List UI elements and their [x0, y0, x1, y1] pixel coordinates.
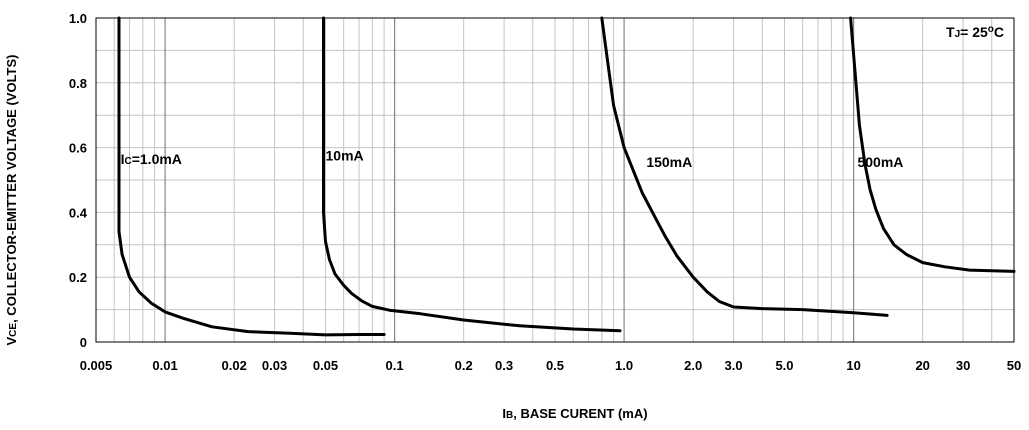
- series-line-4: [849, 16, 1016, 273]
- series-line-2: [322, 16, 622, 333]
- series-label-4: 500mA: [857, 154, 903, 170]
- y-tick-label: 0.2: [69, 270, 87, 285]
- y-axis-title: VCE, COLLECTOR-EMITTER VOLTAGE (VOLTS): [4, 55, 19, 346]
- y-tick-label: 0.6: [69, 141, 87, 156]
- y-tick-label: 0.4: [69, 205, 88, 220]
- x-tick-label: 0.03: [262, 358, 287, 373]
- x-tick-label: 0.3: [495, 358, 513, 373]
- x-tick-label: 0.01: [152, 358, 177, 373]
- series-labels: IC=1.0mA 10mA 150mA 500mA: [121, 148, 904, 170]
- x-tick-label: 10: [846, 358, 860, 373]
- series-label-2: 10mA: [326, 148, 364, 164]
- x-axis-title: IB, BASE CURENT (mA): [502, 406, 647, 421]
- series-line-3: [600, 16, 889, 317]
- series-label-3: 150mA: [646, 154, 692, 170]
- x-tick-label: 50: [1007, 358, 1021, 373]
- junction-temperature-annotation: TJ= 25oC: [946, 24, 1004, 40]
- series-label-1: IC=1.0mA: [121, 151, 182, 167]
- y-tick-label: 0: [80, 335, 87, 350]
- x-tick-label: 1.0: [615, 358, 633, 373]
- x-tick-label: 3.0: [725, 358, 743, 373]
- series-line-1: [117, 16, 386, 337]
- x-tick-label: 0.1: [386, 358, 404, 373]
- x-tick-label: 0.05: [313, 358, 338, 373]
- y-tick-label: 0.8: [69, 76, 87, 91]
- x-tick-label: 0.02: [222, 358, 247, 373]
- x-tick-label: 20: [915, 358, 929, 373]
- x-axis-tick-labels: 0.005 0.01 0.02 0.03 0.05 0.1 0.2 0.3 0.5 1.0 2.0 3…: [80, 358, 1022, 373]
- y-axis-tick-labels: 0 0.2 0.4 0.6 0.8 1.0: [69, 11, 88, 350]
- x-tick-label: 0.5: [546, 358, 564, 373]
- x-tick-label: 0.2: [455, 358, 473, 373]
- x-tick-label: 2.0: [684, 358, 702, 373]
- plot-area-frame: [95, 17, 1015, 343]
- x-tick-label: 0.005: [80, 358, 113, 373]
- x-tick-label: 30: [956, 358, 970, 373]
- series-lines: [117, 16, 1016, 337]
- x-tick-label: 5.0: [775, 358, 793, 373]
- y-tick-label: 1.0: [69, 11, 87, 26]
- minor-gridlines: [95, 18, 1015, 342]
